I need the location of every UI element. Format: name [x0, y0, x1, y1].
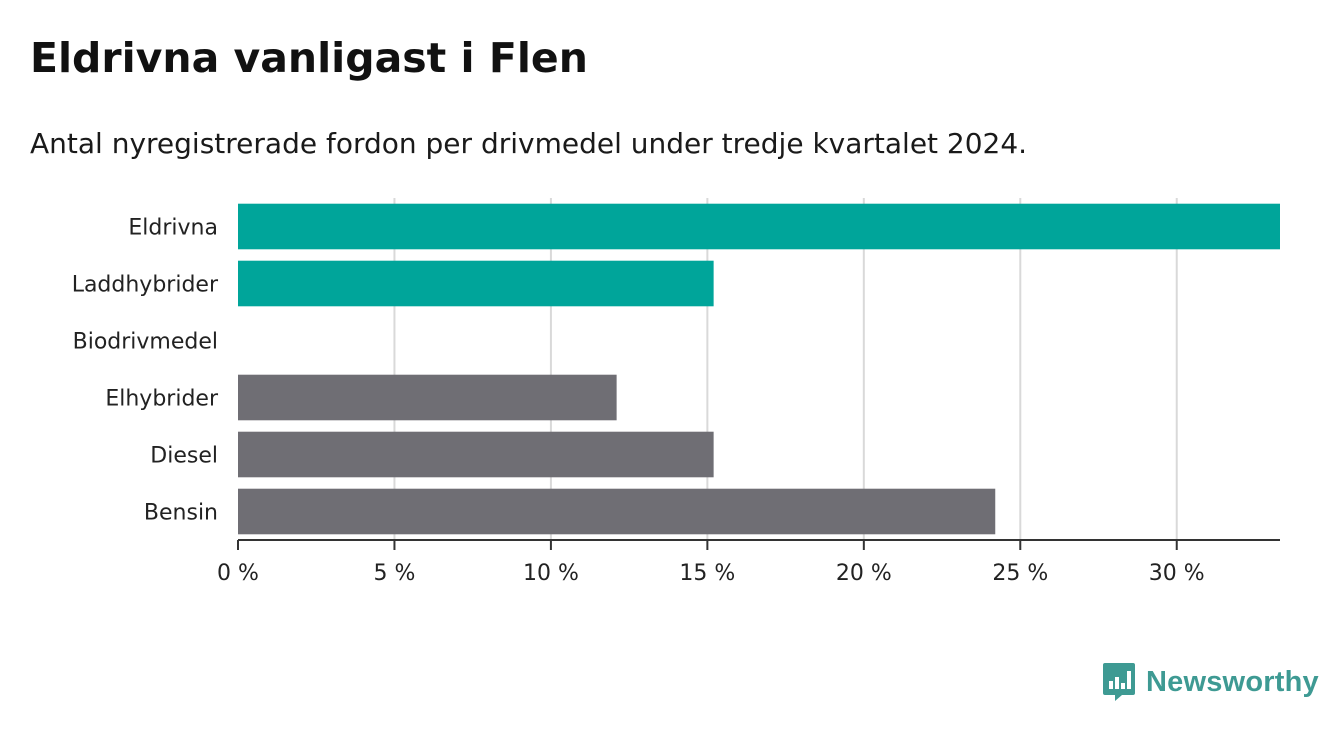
- x-tick-label: 30 %: [1149, 561, 1205, 586]
- bar: [238, 203, 1280, 250]
- gridlines: [393, 198, 1178, 540]
- brand-logo: Newsworthy: [1102, 662, 1319, 702]
- brand-name: Newsworthy: [1146, 665, 1319, 698]
- bar: [238, 431, 714, 478]
- chart-subtitle: Antal nyregistrerade fordon per drivmede…: [30, 127, 1028, 160]
- x-tick-label: 5 %: [374, 561, 416, 586]
- x-tick-label: 20 %: [836, 561, 892, 586]
- category-label: Elhybrider: [105, 387, 219, 412]
- bar: [238, 488, 996, 535]
- bar: [238, 374, 617, 421]
- x-tick-label: 15 %: [679, 561, 735, 586]
- category-label: Laddhybrider: [72, 273, 219, 298]
- bars: [238, 203, 1280, 535]
- category-label: Eldrivna: [128, 216, 218, 241]
- category-label: Biodrivmedel: [73, 330, 218, 355]
- category-label: Diesel: [150, 444, 218, 469]
- x-tick-label: 10 %: [523, 561, 579, 586]
- category-label: Bensin: [144, 501, 218, 526]
- category-labels: Eldrivna Laddhybrider Biodrivmedel Elhybrid…: [72, 216, 219, 526]
- x-tick-label: 0 %: [217, 561, 259, 586]
- x-tick-label: 25 %: [992, 561, 1048, 586]
- bar: [238, 260, 714, 307]
- x-axis: 0 % 5 % 10 % 15 % 20 % 25 % 30 %: [217, 539, 1280, 586]
- bar-chart: Eldrivna Laddhybrider Biodrivmedel Elhybrid…: [72, 198, 1280, 586]
- chart-title: Eldrivna vanligast i Flen: [30, 34, 588, 82]
- newsworthy-logo-icon: [1103, 663, 1135, 701]
